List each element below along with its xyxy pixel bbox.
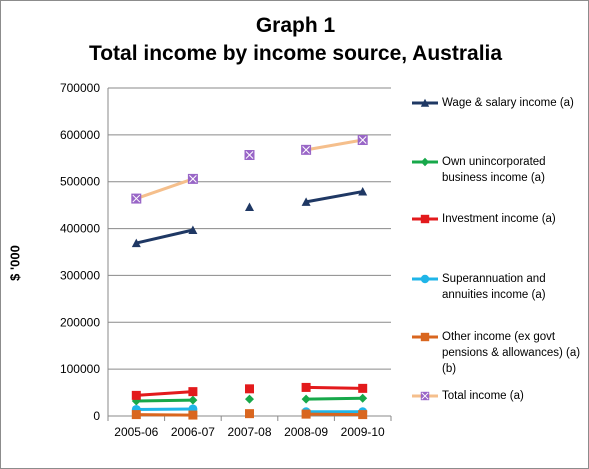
legend-marker — [412, 98, 438, 107]
data-point-x — [245, 151, 254, 159]
series-line — [134, 398, 195, 403]
series-line — [304, 138, 365, 152]
data-point — [358, 187, 368, 196]
data-point — [188, 410, 198, 420]
y-tick-label: 0 — [93, 409, 100, 423]
legend-swatch-marker — [420, 274, 430, 284]
legend-label: Total income (a) — [442, 390, 524, 402]
legend-marker — [412, 332, 438, 342]
data-point — [301, 394, 311, 404]
legend-swatch-x — [421, 392, 429, 400]
legend-marker — [412, 157, 438, 167]
legend-label: Investment income (a) — [442, 213, 556, 225]
series-line — [304, 190, 365, 204]
data-point — [131, 410, 141, 420]
data-point — [131, 390, 141, 400]
series-line — [134, 390, 195, 397]
data-point — [188, 387, 198, 397]
x-tick-label: 2008-09 — [284, 425, 328, 439]
data-point — [301, 409, 311, 419]
data-point — [188, 225, 198, 234]
y-tick-label: 100000 — [60, 362, 100, 376]
legend-marker — [412, 391, 438, 401]
series-line — [134, 177, 195, 201]
data-point — [245, 409, 254, 419]
data-point — [245, 384, 254, 394]
x-tick-label: 2009-10 — [341, 425, 385, 439]
legend-label: Wage & salary income (a) — [442, 97, 574, 109]
data-point — [245, 202, 254, 212]
data-point-x — [132, 194, 141, 203]
x-tick-label: 2007-08 — [227, 425, 271, 439]
chart-subtitle: Total income by income source, Australia — [88, 42, 503, 65]
data-point-x — [302, 145, 310, 154]
legend-swatch-marker — [420, 157, 430, 167]
legend-label: Other income (ex govt pensions & allowan… — [442, 331, 581, 375]
series-line — [134, 228, 195, 245]
y-tick-label: 400000 — [60, 222, 100, 236]
data-point — [358, 410, 368, 420]
legend-label: Superannuation and annuities income (a) — [442, 273, 546, 301]
data-point-x — [358, 136, 367, 144]
legend-marker — [412, 274, 438, 284]
data-point — [188, 395, 198, 405]
data-point — [358, 393, 368, 403]
legend-marker — [412, 214, 438, 224]
data-point — [131, 238, 141, 248]
y-tick-label: 500000 — [60, 175, 100, 189]
y-tick-label: 600000 — [60, 128, 100, 142]
legend-swatch-marker — [420, 332, 430, 342]
y-tick-label: 200000 — [60, 315, 100, 329]
data-point-x — [189, 175, 197, 183]
chart-title: Graph 1 — [255, 14, 336, 37]
x-tick-label: 2006-07 — [171, 425, 215, 439]
y-tick-label: 700000 — [60, 81, 100, 95]
x-tick-label: 2005-06 — [114, 425, 158, 439]
series-line — [304, 385, 365, 390]
data-point — [245, 394, 254, 404]
series-line — [304, 396, 365, 401]
data-point — [301, 382, 311, 392]
legend-swatch-marker — [420, 214, 430, 224]
data-point — [358, 383, 368, 393]
legend-label: Own unincorporated business income (a) — [442, 156, 546, 184]
y-tick-label: 300000 — [60, 268, 100, 282]
data-point — [301, 197, 311, 206]
legend-swatch-marker — [420, 98, 430, 107]
